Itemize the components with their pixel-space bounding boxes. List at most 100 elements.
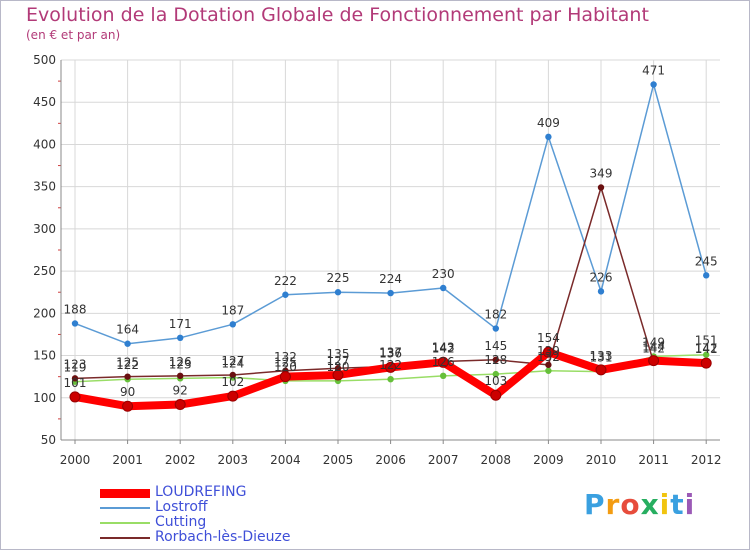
legend-label-rorbach: Rorbach-lès-Dieuze — [155, 529, 291, 545]
point-loudrefing-2010 — [595, 364, 607, 376]
data-label-loudrefing-2000: 101 — [64, 376, 87, 390]
data-label-rorbach-l-s-dieuze-2003: 127 — [221, 354, 244, 368]
data-label-rorbach-l-s-dieuze-2010: 349 — [590, 167, 613, 181]
x-tick-label-2009: 2009 — [533, 453, 564, 467]
data-label-lostroff-2009: 409 — [537, 116, 560, 130]
point-loudrefing-2009 — [542, 346, 554, 358]
data-label-cutting-2003: 124 — [221, 357, 244, 371]
data-label-rorbach-l-s-dieuze-2007: 143 — [432, 340, 455, 354]
data-label-cutting-2000: 119 — [64, 361, 87, 375]
x-tick-label-2006: 2006 — [375, 453, 406, 467]
proxiti-logo: Proxiti — [584, 488, 695, 521]
y-tick-label-100: 100 — [33, 391, 56, 405]
data-label-rorbach-l-s-dieuze-2011: 142 — [642, 341, 665, 355]
x-tick-label-2007: 2007 — [428, 453, 459, 467]
series-layer — [69, 81, 712, 412]
point-rorbach-l-s-dieuze-2010 — [597, 184, 605, 191]
logo-letter: i — [684, 488, 696, 521]
point-loudrefing-2000 — [69, 391, 81, 403]
legend-label-lostroff: Lostroff — [155, 499, 208, 515]
logo-letter: o — [620, 488, 641, 521]
legend-swatch-cutting — [100, 522, 150, 524]
data-label-cutting-2002: 123 — [169, 357, 192, 371]
data-label-loudrefing-2010: 133 — [590, 349, 613, 363]
x-tick-label-2011: 2011 — [638, 453, 669, 467]
data-label-loudrefing-2008: 103 — [484, 374, 507, 388]
y-tick-label-350: 350 — [33, 180, 56, 194]
data-label-cutting-2006: 122 — [379, 358, 402, 372]
data-label-lostroff-2010: 226 — [590, 270, 613, 284]
point-loudrefing-2004 — [279, 371, 291, 383]
data-label-lostroff-2001: 164 — [116, 323, 139, 337]
data-label-loudrefing-2002: 92 — [173, 384, 188, 398]
data-label-rorbach-l-s-dieuze-2000: 123 — [64, 357, 87, 371]
y-tick-label-200: 200 — [33, 306, 56, 320]
point-cutting-2007 — [440, 372, 447, 380]
y-tick-label-150: 150 — [33, 349, 56, 363]
data-label-rorbach-l-s-dieuze-2012: 142 — [695, 341, 718, 355]
y-tick-label-250: 250 — [33, 264, 56, 278]
point-cutting-2008 — [492, 370, 499, 378]
legend-swatch-rorbach — [100, 537, 150, 539]
data-label-lostroff-2000: 188 — [64, 302, 87, 316]
point-loudrefing-2008 — [490, 389, 502, 401]
x-tick-label-2000: 2000 — [60, 453, 91, 467]
point-rorbach-l-s-dieuze-2000 — [71, 375, 79, 382]
x-tick-label-2002: 2002 — [165, 453, 196, 467]
point-rorbach-l-s-dieuze-2001 — [124, 373, 131, 380]
data-label-loudrefing-2006: 136 — [379, 346, 402, 360]
x-tick-label-2004: 2004 — [270, 453, 301, 467]
data-label-rorbach-l-s-dieuze-2002: 126 — [169, 355, 192, 369]
data-label-cutting-2010: 131 — [590, 351, 613, 365]
data-label-lostroff-2003: 187 — [221, 303, 244, 317]
chart-title: Evolution de la Dotation Globale de Fonc… — [26, 4, 649, 26]
point-cutting-2009 — [545, 367, 552, 374]
data-label-cutting-2004: 120 — [274, 360, 297, 374]
point-loudrefing-2005 — [332, 369, 344, 381]
data-label-cutting-2012: 151 — [695, 334, 718, 348]
x-tick-label-2010: 2010 — [586, 453, 617, 467]
legend-label-loudrefing: LOUDREFING — [155, 484, 247, 500]
legend: LOUDREFING Lostroff Cutting Rorbach-lès-… — [100, 484, 360, 546]
logo-letter: r — [605, 488, 621, 521]
data-label-lostroff-2002: 171 — [169, 317, 192, 331]
axis-layer: 50 100 150 200 250 300 350 400 450 500 2000 2001 200… — [33, 53, 721, 467]
data-label-rorbach-l-s-dieuze-2004: 132 — [274, 350, 297, 364]
point-rorbach-l-s-dieuze-2008 — [492, 356, 499, 363]
point-cutting-2012 — [703, 351, 710, 358]
data-label-cutting-2009: 132 — [537, 350, 560, 364]
point-lostroff-2006 — [387, 289, 394, 297]
legend-label-cutting: Cutting — [155, 514, 207, 530]
point-loudrefing-2007 — [437, 356, 449, 368]
data-label-layer: 188 164 171 187 222 225 224 230 182 409 226 471 245 1… — [64, 63, 718, 399]
point-rorbach-l-s-dieuze-2002 — [177, 372, 184, 380]
data-label-lostroff-2004: 222 — [274, 274, 297, 288]
point-lostroff-2001 — [124, 340, 131, 347]
point-loudrefing-2003 — [227, 390, 239, 402]
data-label-rorbach-l-s-dieuze-2008: 145 — [484, 339, 507, 353]
legend-swatch-lostroff — [100, 507, 150, 509]
data-label-loudrefing-2001: 90 — [120, 385, 135, 399]
data-label-rorbach-l-s-dieuze-2001: 125 — [116, 356, 139, 370]
data-label-cutting-2008: 128 — [484, 353, 507, 367]
point-loudrefing-2001 — [122, 400, 134, 412]
data-label-cutting-2007: 126 — [432, 355, 455, 369]
data-label-loudrefing-2005: 127 — [327, 354, 350, 368]
x-tick-label-2001: 2001 — [112, 453, 143, 467]
legend-item-cutting: Cutting — [100, 514, 360, 531]
legend-swatch-loudrefing — [100, 489, 150, 498]
data-label-rorbach-l-s-dieuze-2006: 137 — [379, 346, 402, 360]
logo-letter: t — [670, 488, 685, 521]
data-label-loudrefing-2012: 141 — [695, 342, 718, 356]
legend-item-lostroff: Lostroff — [100, 499, 360, 516]
point-loudrefing-2011 — [648, 355, 660, 367]
y-tick-label-400: 400 — [33, 137, 56, 151]
data-label-lostroff-2005: 225 — [327, 271, 350, 285]
data-label-lostroff-2012: 245 — [695, 254, 718, 268]
data-label-loudrefing-2003: 102 — [221, 375, 244, 389]
logo-letter: x — [640, 488, 660, 521]
data-label-lostroff-2011: 471 — [642, 63, 665, 77]
point-lostroff-2010 — [597, 288, 605, 295]
